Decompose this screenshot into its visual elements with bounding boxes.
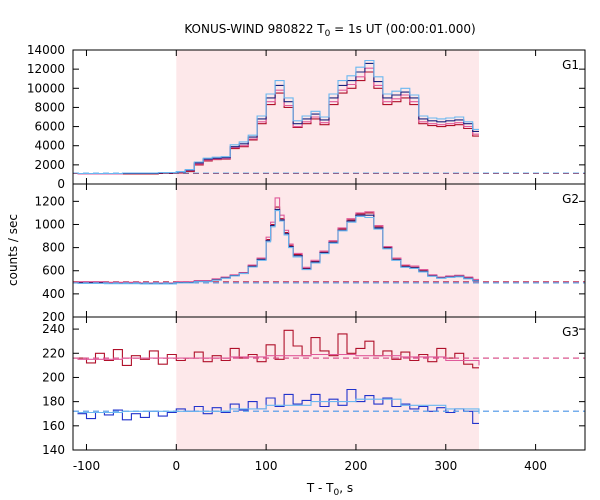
y-tick-label: 1200 [34,194,65,208]
y-tick-label: 200 [42,370,65,384]
panel-label: G2 [562,192,579,206]
x-axis-label: T - T0, s [306,481,353,498]
y-tick-label: 6000 [34,120,65,134]
y-tick-label: 200 [42,310,65,324]
series-lightblue [77,210,479,285]
x-tick-label: 300 [434,459,457,473]
x-tick-label: 0 [172,459,180,473]
series-pink [77,67,479,175]
series-pink [77,353,480,366]
y-tick-label: 12000 [27,62,65,76]
y-tick-label: 10000 [27,81,65,95]
x-tick-label: 100 [255,459,278,473]
y-tick-label: 600 [42,264,65,278]
chart-title: KONUS-WIND 980822 T0 = 1s UT (00:00:01.0… [184,22,475,39]
y-tick-label: 240 [42,322,65,336]
panel-label: G3 [562,325,579,339]
y-tick-label: 220 [42,346,65,360]
shaded-interval [176,317,480,450]
y-tick-label: 4000 [34,139,65,153]
series-lightblue [77,59,479,175]
y-tick-label: 140 [42,443,65,457]
y-tick-label: 2000 [34,158,65,172]
x-tick-label: -100 [73,459,100,473]
y-axis-label: counts / sec [6,214,20,286]
y-tick-label: 0 [57,177,65,191]
y-tick-label: 800 [42,241,65,255]
panel-frame [72,316,586,451]
panel-label: G1 [562,58,579,72]
y-tick-label: 400 [42,287,65,301]
x-tick-label: 400 [524,459,547,473]
y-tick-label: 160 [42,419,65,433]
panel-g3: 140 160 180 200 220 240 -100 0 100 200 300 400 G3 [42,316,586,473]
series-lightblue [77,398,480,414]
panel-g1: 0 2000 4000 6000 8000 10000 12000 14000 G1 [27,43,586,191]
shaded-interval [176,184,480,317]
y-tick-label: 8000 [34,100,65,114]
series-blue [77,388,479,424]
x-tick-label: 200 [344,459,367,473]
y-tick-label: 1000 [34,217,65,231]
series-red [77,329,479,369]
panel-g2: 200 400 600 800 1000 1200 G2 [34,183,586,324]
y-tick-label: 14000 [27,43,65,57]
y-tick-label: 180 [42,395,65,409]
